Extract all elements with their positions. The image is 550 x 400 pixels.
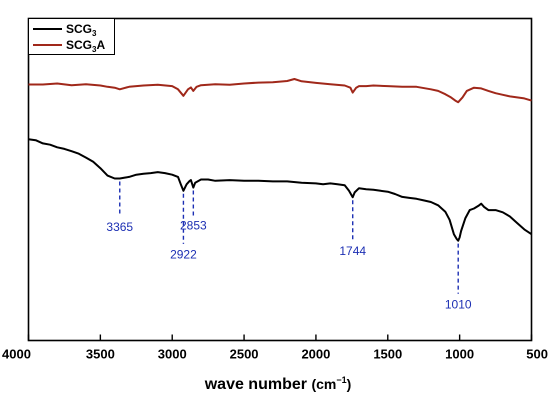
legend: SCG3 SCG3A bbox=[28, 18, 115, 55]
x-axis-label-text: wave number bbox=[204, 376, 307, 393]
x-tick-label-2500: 2500 bbox=[230, 347, 259, 362]
x-tick-label-4000: 4000 bbox=[2, 347, 31, 362]
x-axis-ticks: 4000 3500 3000 2500 2000 1500 1000 500 bbox=[2, 334, 548, 362]
legend-label-scg3-sub: 3 bbox=[92, 29, 97, 38]
peak-label-2853: 2853 bbox=[180, 218, 207, 232]
x-tick-label-3000: 3000 bbox=[158, 347, 187, 362]
x-axis-label-unit-close: ) bbox=[347, 376, 352, 392]
plot-area-frame bbox=[27, 17, 533, 342]
legend-label-scg3a-suffix: A bbox=[96, 38, 105, 52]
x-axis-label: wave number (cm−1) bbox=[204, 375, 352, 393]
peak-label-1010: 1010 bbox=[445, 297, 472, 311]
legend-label-scg3a-base: SCG bbox=[66, 38, 92, 52]
legend-label-scg3: SCG3 bbox=[66, 22, 97, 38]
x-tick-label-1000: 1000 bbox=[445, 347, 474, 362]
peak-label-3365: 3365 bbox=[106, 220, 133, 234]
x-axis-label-unit: (cm bbox=[311, 376, 336, 392]
legend-box bbox=[28, 18, 115, 55]
x-axis-label-unit-sup: −1 bbox=[336, 375, 346, 385]
legend-label-scg3a: SCG3A bbox=[66, 38, 105, 54]
legend-label-scg3a-sub: 3 bbox=[92, 45, 97, 54]
series-layer bbox=[28, 78, 533, 242]
peak-label-1744: 1744 bbox=[339, 244, 366, 258]
peak-label-2922: 2922 bbox=[170, 247, 197, 261]
x-tick-label-2000: 2000 bbox=[301, 347, 330, 362]
x-tick-label-1500: 1500 bbox=[373, 347, 402, 362]
annotation-layer: 3365 2922 2853 1744 1010 bbox=[106, 181, 472, 311]
x-tick-label-500: 500 bbox=[526, 347, 548, 362]
series-line-scg3 bbox=[28, 138, 533, 242]
x-tick-label-3500: 3500 bbox=[86, 347, 115, 362]
legend-label-scg3-base: SCG bbox=[66, 22, 92, 36]
series-line-scg3a bbox=[28, 78, 532, 104]
